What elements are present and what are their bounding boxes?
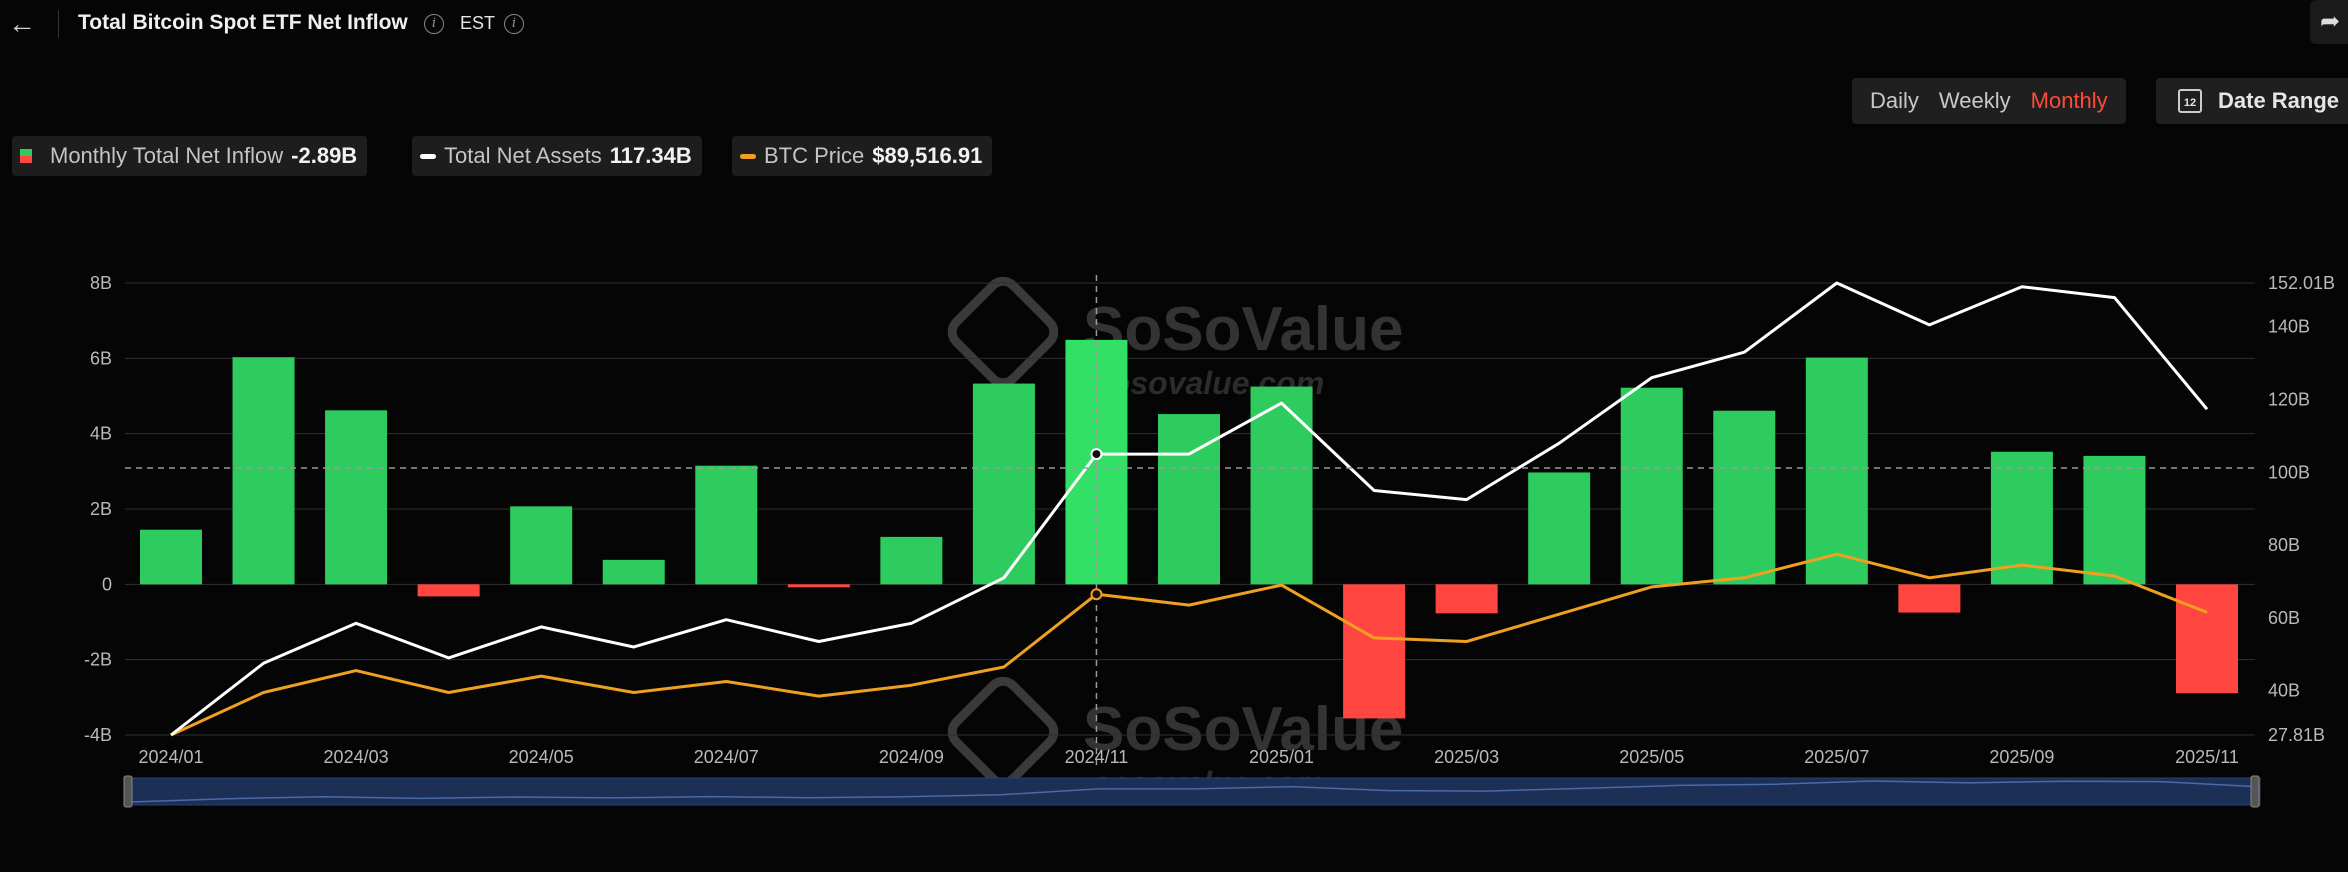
inflow-bar: [510, 506, 573, 585]
y-left-tick-label: 6B: [90, 348, 112, 368]
x-tick-label: 2024/03: [324, 747, 389, 767]
y-left-tick-label: -2B: [84, 650, 112, 670]
x-tick-label: 2025/09: [1989, 747, 2054, 767]
y-right-tick-label: 152.01B: [2268, 273, 2335, 293]
x-tick-label: 2024/11: [1065, 747, 1129, 767]
inflow-bar: [2083, 455, 2146, 585]
period-monthly-button[interactable]: Monthly: [2030, 88, 2108, 113]
calendar-icon: 12: [2178, 89, 2202, 113]
y-left-tick-label: 8B: [90, 273, 112, 293]
inflow-bar: [1620, 387, 1683, 585]
legend-label: Total Net Assets: [444, 143, 602, 168]
legend-net-inflow[interactable]: Monthly Total Net Inflow -2.89B: [12, 136, 368, 176]
y-right-tick-label: 140B: [2268, 317, 2310, 337]
info-icon[interactable]: i: [424, 14, 444, 34]
bar-series-swatch: [20, 149, 32, 163]
y-right-tick-label: 60B: [2268, 608, 2300, 628]
line-swatch: [740, 153, 756, 159]
navigator-series: [129, 780, 2261, 803]
inflow-bar: [1528, 472, 1591, 585]
watermark-logo: [947, 276, 1059, 388]
y-right-tick-label: 100B: [2268, 462, 2310, 482]
net-assets-line: [170, 281, 2209, 737]
x-tick-label: 2024/05: [509, 747, 574, 767]
y-right-tick-label: 80B: [2268, 535, 2300, 555]
hover-point-net-assets: [1090, 448, 1103, 461]
inflow-bar: [1713, 410, 1776, 585]
navigator-handle[interactable]: [2250, 775, 2260, 808]
x-tick-label: 2025/11: [2175, 747, 2239, 767]
x-tick-label: 2024/09: [879, 747, 944, 767]
legend-btc-price[interactable]: BTC Price $89,516.91: [732, 136, 993, 176]
inflow-bar: [1990, 451, 2053, 585]
legend-label: BTC Price: [764, 143, 865, 168]
inflow-bar: [1805, 357, 1868, 585]
y-left-tick-label: 2B: [90, 499, 112, 519]
inflow-bar: [972, 383, 1035, 585]
timezone-label: EST: [460, 13, 496, 33]
inflow-bar: [695, 465, 758, 585]
divider: [58, 10, 59, 38]
period-daily-button[interactable]: Daily: [1870, 88, 1919, 113]
inflow-bar: [787, 584, 850, 588]
legend-value: -2.89B: [291, 143, 358, 168]
inflow-bar: [2176, 584, 2238, 694]
inflow-bar: [1343, 584, 1406, 719]
period-selector: Daily Weekly Monthly: [1852, 78, 2126, 124]
inflow-bar: [140, 529, 202, 585]
share-icon[interactable]: ➦: [2310, 0, 2348, 44]
y-left-tick-label: 4B: [90, 424, 112, 444]
timezone-info-icon[interactable]: i: [504, 14, 524, 34]
legend-value: 117.34B: [609, 143, 692, 168]
line-swatch: [420, 153, 436, 159]
inflow-chart[interactable]: SoSoValuesosovalue.comSoSoValuesosovalue…: [0, 260, 2348, 820]
page-title: Total Bitcoin Spot ETF Net Inflow: [78, 11, 408, 34]
x-tick-label: 2024/01: [138, 747, 203, 767]
inflow-bar: [232, 357, 295, 585]
navigator-handle[interactable]: [123, 775, 133, 808]
date-range-label: Date Range: [2218, 88, 2340, 113]
x-tick-label: 2025/05: [1619, 747, 1684, 767]
inflow-bar: [602, 559, 665, 585]
inflow-bar: [1158, 414, 1220, 585]
inflow-bar: [1250, 386, 1313, 585]
inflow-bar: [1898, 584, 1961, 613]
hover-point-btc-price: [1090, 588, 1103, 601]
range-navigator: [129, 777, 2261, 806]
inflow-bar: [325, 410, 388, 585]
legend-total-net-assets[interactable]: Total Net Assets 117.34B: [412, 136, 702, 176]
inflow-bar: [880, 536, 943, 585]
back-arrow-icon[interactable]: ←: [8, 8, 36, 39]
legend-value: $89,516.91: [872, 143, 983, 168]
y-right-tick-label: 27.81B: [2268, 725, 2325, 745]
x-tick-label: 2024/07: [694, 747, 759, 767]
watermark-logo: [947, 676, 1059, 788]
x-tick-label: 2025/01: [1249, 747, 1314, 767]
btc-price-line: [170, 552, 2208, 737]
period-weekly-button[interactable]: Weekly: [1938, 88, 2011, 113]
inflow-bar: [417, 584, 480, 597]
date-range-button[interactable]: 12 Date Range: [2156, 78, 2348, 124]
x-tick-label: 2025/07: [1804, 747, 1869, 767]
inflow-bar: [1435, 584, 1498, 614]
y-right-tick-label: 120B: [2268, 389, 2310, 409]
y-right-tick-label: 40B: [2268, 681, 2300, 701]
top-bar: ← Total Bitcoin Spot ETF Net Inflow i ES…: [0, 0, 2348, 50]
y-left-tick-label: 0: [102, 574, 112, 594]
x-tick-label: 2025/03: [1434, 747, 1499, 767]
legend-label: Monthly Total Net Inflow: [50, 143, 284, 168]
y-left-tick-label: -4B: [84, 725, 112, 745]
watermark-brand: SoSoValue: [1083, 295, 1403, 364]
